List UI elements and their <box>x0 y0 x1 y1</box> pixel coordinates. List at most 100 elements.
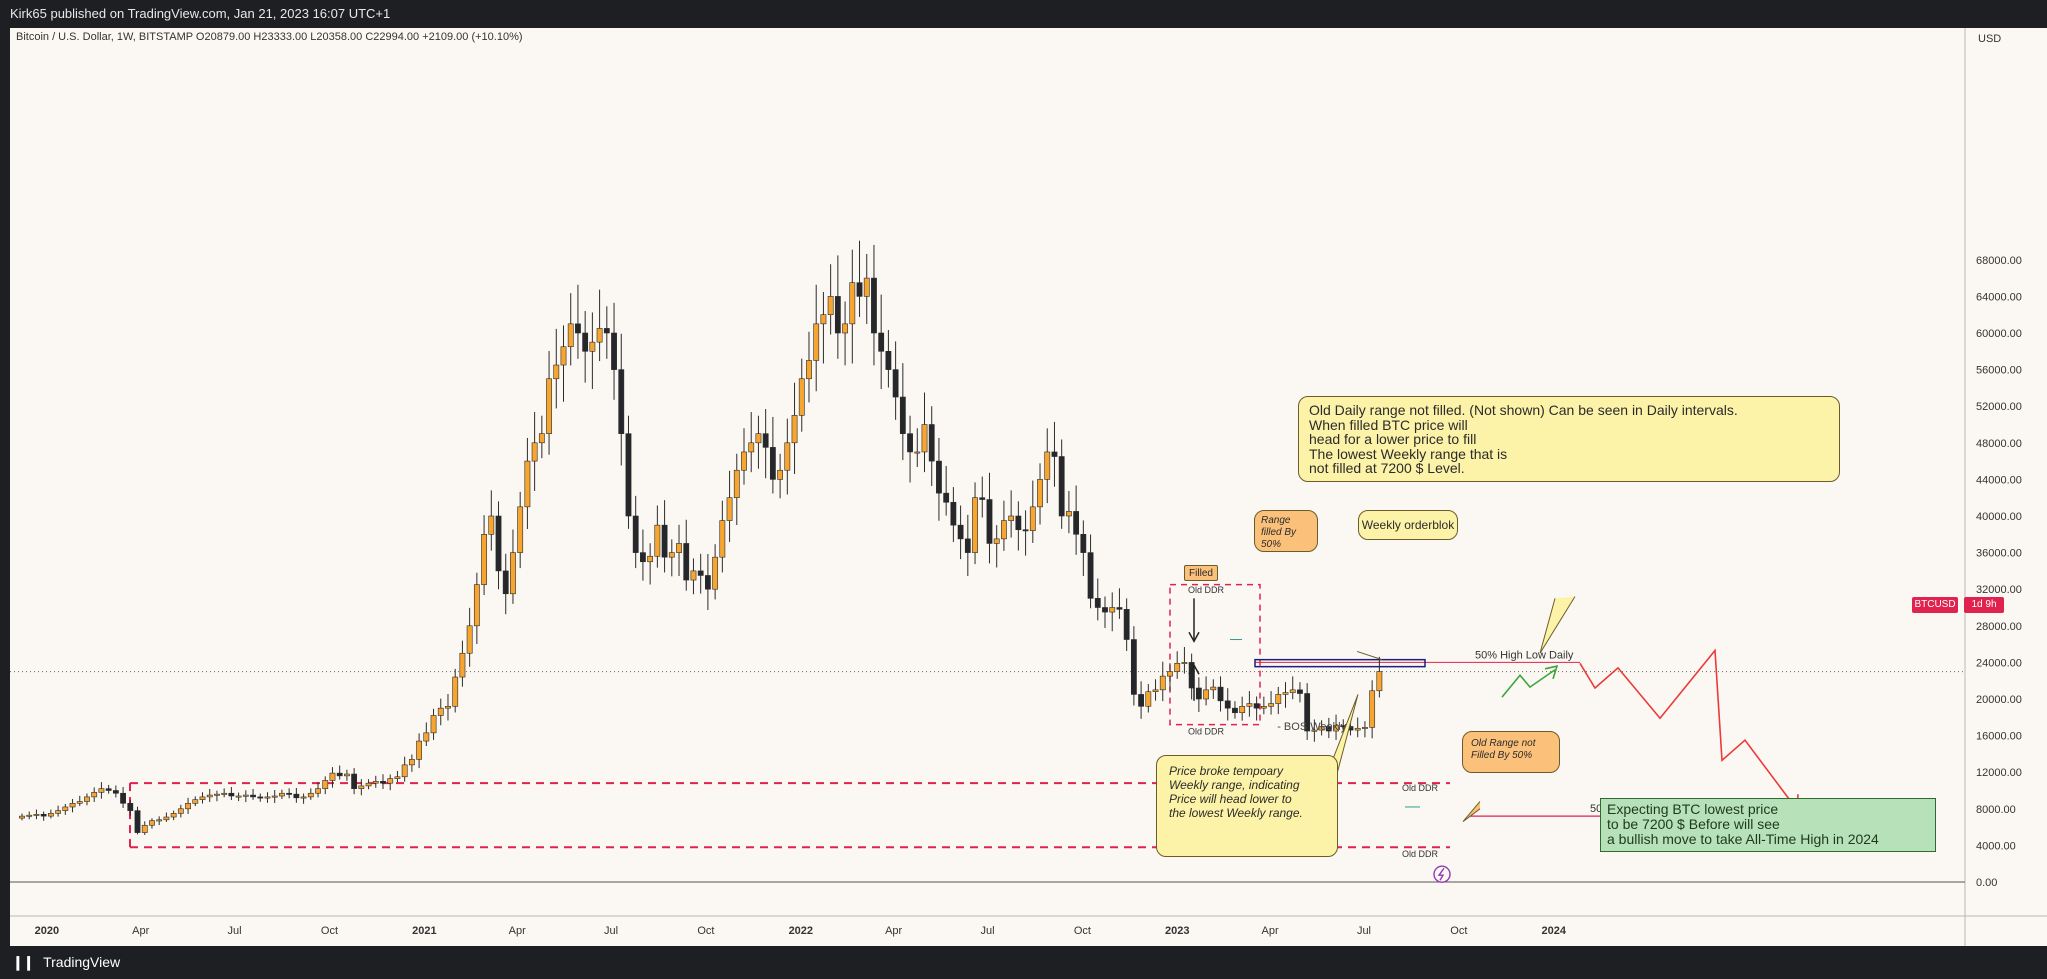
candle-body <box>1022 529 1029 532</box>
candle-body <box>156 819 163 822</box>
candle-body <box>1297 689 1303 694</box>
candle-body <box>878 332 885 352</box>
candle-body <box>329 772 336 781</box>
candle-body <box>488 515 495 535</box>
candle-body <box>445 706 451 709</box>
chart-area[interactable]: 50% High Low Daily50% High Low Old DDROl… <box>10 28 2047 946</box>
candle-body <box>647 555 654 563</box>
candle-body <box>596 328 603 343</box>
candle-body <box>914 451 921 454</box>
candle-body <box>459 652 466 678</box>
candle-body <box>798 378 805 416</box>
candle-body <box>899 396 906 434</box>
candle-body <box>907 433 913 453</box>
bearish-projection <box>1579 648 1796 808</box>
usd-unit-label: USD <box>1978 33 2002 45</box>
candle-body <box>163 816 170 821</box>
candle-body <box>1275 694 1282 704</box>
candle-body <box>589 341 596 352</box>
candle-body <box>769 447 776 480</box>
candle-body <box>791 415 798 444</box>
candle-body <box>697 570 704 576</box>
candle-body <box>286 792 293 795</box>
candle-body <box>1130 639 1137 695</box>
y-tick-label: 56000.00 <box>1976 365 2022 377</box>
note-line: Old Daily range not filled. (Not shown) … <box>1309 402 1738 418</box>
candle-body <box>271 795 278 798</box>
note-line: When filled BTC price will <box>1309 416 1468 433</box>
candle-body <box>481 533 487 585</box>
y-tick-label: 20000.00 <box>1976 694 2022 706</box>
candle-body <box>206 794 213 798</box>
candle-body <box>690 570 697 581</box>
candle-body <box>1167 671 1173 677</box>
candle-body <box>806 360 812 380</box>
x-tick-label: Jul <box>980 925 994 937</box>
note-line: to be 7200 $ Before will see <box>1607 816 1780 832</box>
candle-body <box>1008 515 1015 521</box>
candle-body <box>430 715 437 734</box>
candle-body <box>928 424 935 462</box>
x-tick-label: Jul <box>1357 925 1371 937</box>
candle-body <box>1015 515 1022 531</box>
candle-body <box>625 433 632 517</box>
candle-body <box>1260 706 1267 709</box>
candle-body <box>473 584 480 627</box>
candle-body <box>842 323 848 334</box>
candle-body <box>1239 706 1246 714</box>
candle-body <box>300 796 307 799</box>
candle-body <box>466 625 473 654</box>
btcusd-price-tag: BTCUSD <box>1912 597 1958 613</box>
candle-body <box>856 282 863 297</box>
candle-body <box>343 773 350 777</box>
bos-weekly-label: - BOS Weekly - <box>1277 721 1353 733</box>
x-tick-label: Apr <box>885 925 902 937</box>
candle-body <box>1369 690 1376 728</box>
candle-body <box>495 515 502 572</box>
candle-body <box>726 497 733 521</box>
candle-body <box>863 277 870 297</box>
candle-body <box>112 790 119 794</box>
candle-body <box>1304 693 1311 732</box>
candle-body <box>1145 691 1152 707</box>
candle-body <box>33 813 40 816</box>
level-label-50-daily: 50% High Low Daily <box>1475 649 1574 661</box>
candle-body <box>1159 675 1166 691</box>
candle-body <box>827 296 834 315</box>
candle-body <box>1311 729 1318 732</box>
candle-body <box>553 364 560 380</box>
note-line: Filled By 50% <box>1471 750 1533 761</box>
x-tick-label: 2023 <box>1165 925 1189 937</box>
candle-body <box>777 469 783 480</box>
candle-body <box>84 796 90 802</box>
range-filled-note: Range filled By 50% <box>1254 510 1318 552</box>
candle-body <box>322 780 329 789</box>
candle-body <box>1232 707 1238 714</box>
candle-body <box>1080 533 1087 553</box>
x-tick-label: Oct <box>1074 925 1091 937</box>
candle-body <box>1181 662 1188 664</box>
old-daily-range-note: Old Daily range not filled. (Not shown) … <box>1298 396 1840 482</box>
candle-body <box>813 323 820 361</box>
expecting-btc-note: Expecting BTC lowest price to be 7200 $ … <box>1600 798 1936 852</box>
bullish-arrow-head <box>1544 664 1559 680</box>
note-line: a bullish move to take All-Time High in … <box>1607 831 1879 847</box>
candle-body <box>91 792 98 798</box>
y-tick-label: 32000.00 <box>1976 584 2022 596</box>
candle-body <box>1224 700 1231 709</box>
note-line: Price broke tempoary <box>1169 764 1284 778</box>
candle-body <box>820 314 827 325</box>
candle-body <box>1174 663 1181 672</box>
candle-body <box>76 801 83 804</box>
candle-body <box>1318 726 1325 731</box>
candle-body <box>279 792 285 797</box>
candle-body <box>1138 694 1144 707</box>
candle-body <box>719 520 726 558</box>
note-line: Weekly range, indicating <box>1169 778 1300 792</box>
candle-body <box>510 552 516 595</box>
callout-pointer <box>1539 596 1576 654</box>
candle-body <box>1354 727 1361 731</box>
candle-body <box>1362 727 1368 729</box>
candle-body <box>62 806 69 811</box>
candle-body <box>1094 598 1101 608</box>
